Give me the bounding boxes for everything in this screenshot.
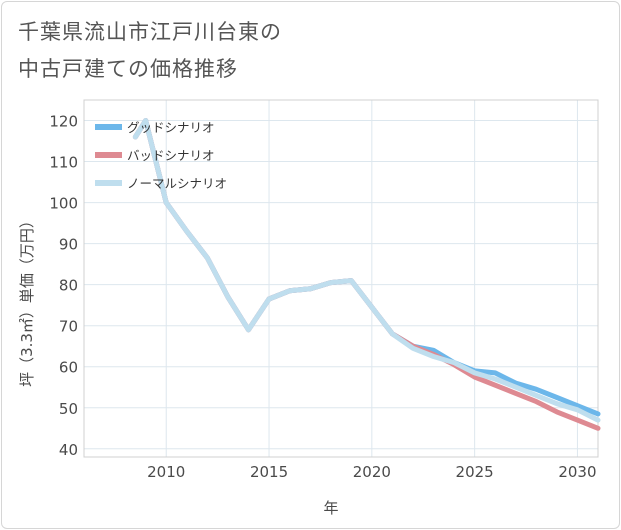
series-line-0 bbox=[132, 118, 601, 417]
x-tick-label: 2020 bbox=[353, 463, 391, 481]
chart-title: 千葉県流山市江戸川台東の 中古戸建ての価格推移 bbox=[18, 14, 438, 88]
chart-title-line-1: 千葉県流山市江戸川台東の bbox=[18, 20, 282, 44]
legend-label: バッドシナリオ bbox=[127, 148, 215, 163]
y-tick-label: 100 bbox=[49, 195, 78, 213]
x-axis-label: 年 bbox=[323, 499, 338, 517]
grid-lines bbox=[84, 100, 598, 457]
y-tick-label: 80 bbox=[59, 277, 78, 295]
y-axis-ticks: 40 50 60 70 80 90 100 110 120 bbox=[49, 113, 78, 459]
series-line-2 bbox=[132, 118, 601, 423]
x-tick-label: 2025 bbox=[456, 463, 494, 481]
x-tick-label: 2015 bbox=[250, 463, 288, 481]
y-tick-label: 40 bbox=[59, 441, 78, 459]
x-axis-ticks: 2010 2015 2020 2025 2030 bbox=[147, 463, 596, 481]
legend-label: グッドシナリオ bbox=[127, 120, 215, 135]
series-lines bbox=[132, 118, 601, 431]
x-tick-label: 2030 bbox=[558, 463, 596, 481]
plot-frame bbox=[83, 99, 599, 458]
series-line-1 bbox=[132, 118, 601, 431]
legend-label: ノーマルシナリオ bbox=[127, 176, 227, 191]
y-tick-label: 90 bbox=[59, 236, 78, 254]
y-tick-label: 60 bbox=[59, 359, 78, 377]
y-axis-label: 坪（3.3㎡）単価（万円） bbox=[18, 213, 36, 387]
y-tick-label: 120 bbox=[49, 113, 78, 131]
chart-title-line-2: 中古戸建ての価格推移 bbox=[18, 57, 238, 81]
y-tick-label: 110 bbox=[49, 154, 78, 172]
y-tick-label: 50 bbox=[59, 400, 78, 418]
x-tick-label: 2010 bbox=[147, 463, 185, 481]
y-tick-label: 70 bbox=[59, 318, 78, 336]
